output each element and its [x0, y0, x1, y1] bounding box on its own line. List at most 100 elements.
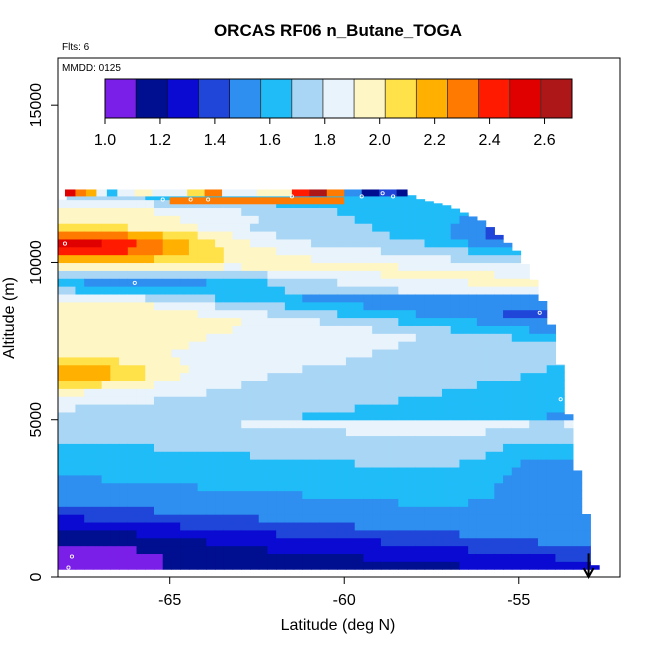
heatmap-cell	[494, 459, 504, 468]
heatmap-cell	[267, 498, 277, 507]
heatmap-cell	[101, 293, 111, 303]
heatmap-cell	[101, 482, 111, 492]
heatmap-cell	[441, 207, 452, 216]
heatmap-cell	[180, 419, 190, 429]
heatmap-cell	[345, 372, 356, 382]
heatmap-cell	[380, 435, 391, 444]
heatmap-cell	[110, 474, 120, 484]
heatmap-cell	[92, 364, 103, 374]
heatmap-cell	[459, 254, 469, 264]
heatmap-cell	[345, 388, 356, 397]
heatmap-cell	[249, 466, 260, 476]
heatmap-cell	[450, 215, 461, 224]
heatmap-cell	[136, 301, 146, 311]
heatmap-cell	[249, 545, 260, 555]
heatmap-cell	[119, 301, 129, 311]
heatmap-cell	[337, 419, 347, 429]
heatmap-cell	[441, 231, 452, 240]
heatmap-cell	[407, 411, 417, 421]
heatmap-cell	[241, 341, 251, 350]
heatmap-cell	[119, 404, 129, 413]
heatmap-cell	[494, 498, 504, 507]
heatmap-cell	[450, 474, 461, 484]
heatmap-cell	[293, 490, 303, 499]
heatmap-cell	[389, 262, 399, 271]
heatmap-cell	[363, 278, 373, 287]
heatmap-cell	[284, 427, 295, 437]
heatmap-cell	[145, 215, 155, 224]
heatmap-cell	[110, 521, 120, 531]
heatmap-cell	[345, 207, 356, 216]
heatmap-cell	[84, 529, 94, 539]
heatmap-cell	[215, 215, 225, 224]
heatmap-cell	[284, 498, 295, 507]
heatmap-cell	[180, 498, 190, 507]
heatmap-cell	[232, 427, 242, 437]
heatmap-cell	[328, 545, 338, 555]
heatmap-cell	[180, 193, 190, 201]
heatmap-cell	[84, 278, 94, 287]
heatmap-cell	[372, 270, 382, 279]
heatmap-cell	[476, 466, 487, 476]
heatmap-cell	[136, 231, 146, 240]
heatmap-cell	[101, 262, 111, 271]
heatmap-cell	[127, 490, 138, 499]
heatmap-cell	[433, 466, 443, 476]
heatmap-cell	[441, 506, 452, 515]
heatmap-cell	[441, 451, 452, 460]
heatmap-cell	[380, 364, 391, 374]
heatmap-cell	[441, 529, 452, 539]
heatmap-cell	[206, 404, 216, 413]
heatmap-cell	[206, 317, 216, 326]
heatmap-cell	[232, 545, 242, 555]
heatmap-cell	[337, 411, 347, 421]
heatmap-cell	[520, 427, 530, 437]
heatmap-cell	[354, 388, 365, 397]
heatmap-cell	[311, 561, 321, 570]
heatmap-cell	[267, 443, 277, 452]
heatmap-cell	[215, 482, 225, 492]
heatmap-cell	[58, 482, 68, 492]
heatmap-cell	[328, 325, 338, 334]
colorbar: 1.0 1.2 1.4 1.6 1.8 2.0 2.2 2.4 2.6	[94, 78, 573, 149]
heatmap-cell	[441, 466, 452, 476]
heatmap-cell	[328, 301, 338, 311]
heatmap-cell	[162, 341, 173, 350]
heatmap-cell	[180, 561, 190, 570]
heatmap-cell	[372, 262, 382, 271]
heatmap-cell	[127, 553, 138, 562]
heatmap-cell	[555, 545, 565, 555]
heatmap-cell	[197, 506, 207, 515]
heatmap-cell	[215, 427, 225, 437]
heatmap-cell	[197, 419, 207, 429]
heatmap-cell	[75, 553, 85, 562]
heatmap-cell	[127, 498, 138, 507]
heatmap-cell	[345, 529, 356, 539]
heatmap-cell	[529, 443, 539, 452]
heatmap-cell	[415, 364, 426, 374]
heatmap-cell	[537, 411, 548, 421]
heatmap-cell	[363, 364, 373, 374]
heatmap-cell	[433, 203, 443, 209]
heatmap-cell	[319, 364, 330, 374]
heatmap-cell	[555, 498, 565, 507]
heatmap-cell	[92, 419, 103, 429]
heatmap-cell	[232, 356, 242, 366]
heatmap-cell	[206, 443, 216, 452]
heatmap-cell	[197, 238, 207, 248]
heatmap-cell	[223, 427, 234, 437]
heatmap-cell	[58, 231, 68, 240]
heatmap-cell	[337, 325, 347, 334]
heatmap-cell	[58, 490, 68, 499]
heatmap-cell	[267, 514, 277, 523]
heatmap-cell	[459, 293, 469, 303]
heatmap-cell	[363, 482, 373, 492]
heatmap-cell	[337, 466, 347, 476]
heatmap-cell	[66, 451, 77, 460]
heatmap-cell	[302, 490, 312, 499]
heatmap-cell	[337, 286, 347, 295]
heatmap-cell	[415, 427, 426, 437]
heatmap-cell	[215, 553, 225, 562]
heatmap-cell	[162, 270, 173, 279]
heatmap-cell	[284, 301, 295, 311]
